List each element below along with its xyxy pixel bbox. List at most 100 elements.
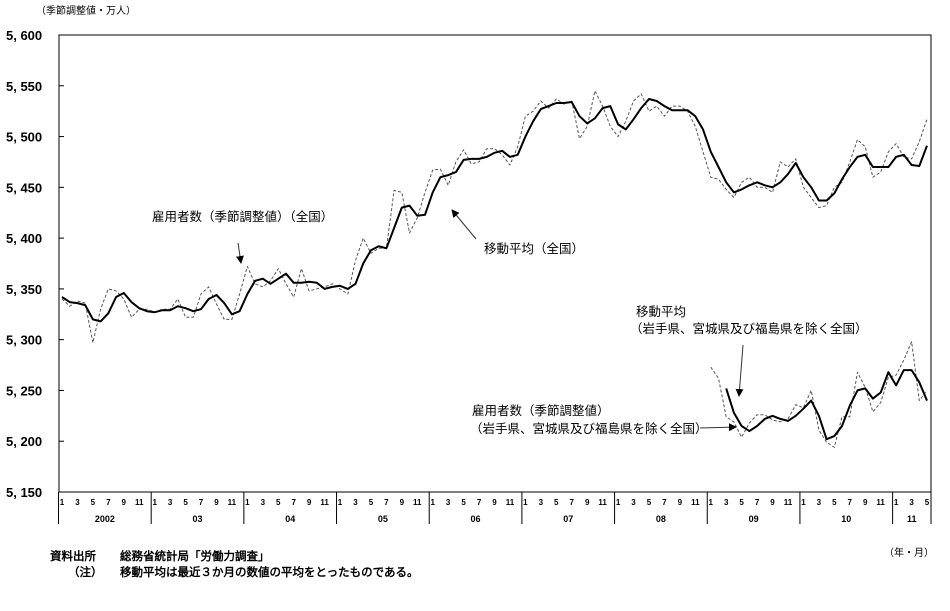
year-label: 08: [656, 514, 666, 524]
month-tick-label: 5: [461, 498, 466, 507]
month-tick-label: 9: [770, 498, 775, 507]
year-label: 11: [907, 514, 917, 524]
month-tick-label: 5: [739, 498, 744, 507]
y-tick-label: 5, 300: [6, 333, 42, 348]
month-tick-label: 1: [709, 498, 714, 507]
month-tick-label: 11: [784, 498, 793, 507]
month-tick-label: 9: [585, 498, 590, 507]
arrow-icon: [451, 209, 477, 240]
month-tick-label: 11: [135, 498, 144, 507]
source-label: 資料出所: [50, 549, 96, 563]
month-tick-label: 3: [817, 498, 822, 507]
annotation-excl-ma-2: （岩手県、宮城県及び福島県を除く全国）: [630, 321, 868, 336]
month-tick-label: 1: [801, 498, 806, 507]
month-tick-label: 3: [446, 498, 451, 507]
year-label: 06: [471, 514, 481, 524]
month-tick-label: 11: [506, 498, 515, 507]
month-tick-label: 3: [353, 498, 358, 507]
month-tick-label: 5: [369, 498, 374, 507]
month-tick-label: 1: [152, 498, 157, 507]
year-label: 2002: [95, 514, 115, 524]
month-tick-label: 1: [523, 498, 528, 507]
month-tick-label: 3: [261, 498, 266, 507]
month-tick-label: 11: [876, 498, 885, 507]
plot-frame: [58, 34, 932, 493]
y-tick-label: 5, 600: [6, 28, 42, 43]
series-lines: [61, 90, 928, 448]
month-tick-label: 11: [320, 498, 329, 507]
annotation-excl-ma-1: 移動平均: [636, 304, 686, 319]
note-text: 移動平均は最近３か月の数値の平均をとったものである。: [120, 565, 419, 579]
series-line-dashed-2: [710, 341, 928, 448]
month-tick-label: 5: [925, 498, 930, 507]
y-tick-label: 5, 350: [6, 282, 42, 297]
month-tick-label: 9: [307, 498, 312, 507]
y-tick-label: 5, 250: [6, 383, 42, 398]
y-tick-label: 5, 150: [6, 485, 42, 500]
month-tick-label: 5: [183, 498, 188, 507]
month-tick-label: 7: [848, 498, 853, 507]
y-tick-label: 5, 500: [6, 130, 42, 145]
moving-average-line-1: [61, 98, 928, 323]
y-axis: 5, 150 5, 200 5, 250 5, 300 5, 350 5, 400 5, 4…: [6, 28, 64, 500]
y-tick-label: 5, 200: [6, 434, 42, 449]
month-tick-label: 5: [276, 498, 281, 507]
month-tick-label: 3: [724, 498, 729, 507]
month-tick-label: 1: [894, 498, 899, 507]
month-tick-label: 1: [338, 498, 343, 507]
month-tick-label: 7: [384, 498, 389, 507]
moving-average-line-3: [725, 369, 928, 441]
year-label: 10: [841, 514, 851, 524]
note-label: （注）: [68, 565, 103, 579]
month-tick-label: 1: [616, 498, 621, 507]
month-tick-label: 7: [291, 498, 296, 507]
month-tick-label: 7: [570, 498, 575, 507]
month-tick-label: 11: [413, 498, 422, 507]
month-tick-label: 11: [598, 498, 607, 507]
y-tick-label: 5, 450: [6, 180, 42, 195]
y-tick-label: 5, 400: [6, 231, 42, 246]
month-tick-label: 11: [691, 498, 700, 507]
arrow-icon: [236, 242, 244, 264]
month-tick-label: 9: [678, 498, 683, 507]
year-label: 04: [285, 514, 295, 524]
arrow-icon: [699, 423, 737, 432]
year-label: 09: [749, 514, 759, 524]
month-tick-label: 3: [168, 498, 173, 507]
month-tick-label: 1: [60, 498, 65, 507]
month-tick-label: 3: [909, 498, 914, 507]
month-tick-label: 9: [122, 498, 127, 507]
annotation-excl-series-2: （岩手県、宮城県及び福島県を除く全国）: [470, 421, 708, 436]
month-tick-label: 3: [539, 498, 544, 507]
year-label: 05: [378, 514, 388, 524]
month-tick-label: 9: [214, 498, 219, 507]
annotation-national-series: 雇用者数（季節調整値）（全国）: [152, 209, 333, 224]
month-tick-label: 11: [228, 498, 237, 507]
year-label: 03: [193, 514, 203, 524]
month-tick-label: 5: [91, 498, 96, 507]
unit-label: （季節調整値・万人）: [36, 4, 136, 17]
x-axis-label: （年・月）: [884, 546, 934, 559]
month-tick-label: 5: [832, 498, 837, 507]
arrow-icon: [735, 344, 744, 397]
month-tick-label: 3: [631, 498, 636, 507]
month-tick-label: 5: [647, 498, 652, 507]
year-label: 07: [563, 514, 573, 524]
month-tick-label: 1: [430, 498, 435, 507]
month-tick-label: 7: [755, 498, 760, 507]
annotation-excl-series-1: 雇用者数（季節調整値）: [472, 403, 610, 418]
annotation-national-ma: 移動平均（全国）: [484, 241, 584, 256]
month-tick-label: 1: [245, 498, 250, 507]
month-tick-label: 3: [75, 498, 80, 507]
month-tick-label: 5: [554, 498, 559, 507]
month-tick-label: 7: [477, 498, 482, 507]
month-tick-label: 9: [400, 498, 405, 507]
month-tick-label: 9: [492, 498, 497, 507]
month-tick-label: 9: [863, 498, 868, 507]
source-text: 総務省統計局「労働力調査」: [120, 549, 270, 563]
month-tick-label: 7: [106, 498, 111, 507]
y-tick-label: 5, 550: [6, 79, 42, 94]
month-tick-label: 7: [662, 498, 667, 507]
